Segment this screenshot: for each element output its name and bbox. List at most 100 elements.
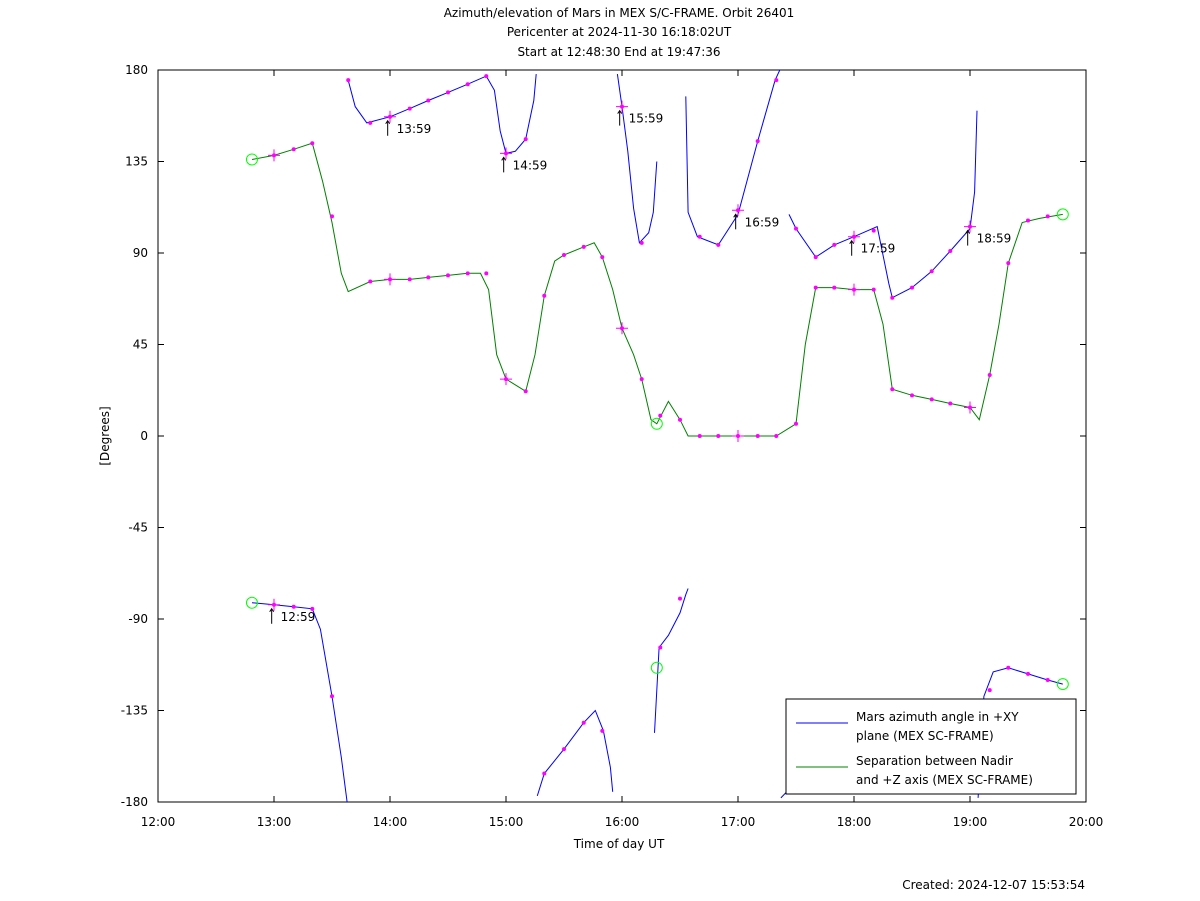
data-point-separation — [678, 417, 682, 422]
data-point-azimuth — [910, 285, 914, 290]
x-tick-label: 19:00 — [953, 815, 988, 829]
endpoint-marker-azimuth — [245, 596, 258, 609]
y-tick-label: 0 — [140, 429, 148, 443]
data-point-separation — [600, 255, 605, 260]
data-point-azimuth — [948, 248, 953, 253]
data-point-azimuth — [426, 98, 431, 103]
annotation-label: 16:59 — [745, 215, 780, 229]
series-line-azimuth — [654, 588, 689, 733]
series-line-azimuth — [616, 74, 658, 244]
annotation-label: 12:59 — [281, 610, 316, 624]
data-point-separation — [310, 141, 315, 146]
hour-marker-azimuth — [268, 598, 280, 611]
annotation-arrowhead — [269, 607, 275, 613]
chart-subtitle-pericenter: Pericenter at 2024-11-30 16:18:02UT — [507, 25, 732, 39]
data-point-separation — [755, 434, 760, 438]
x-tick-label: 12:00 — [141, 815, 176, 829]
data-point-separation — [1026, 218, 1030, 223]
data-point-azimuth — [542, 771, 547, 776]
data-point-azimuth — [1045, 678, 1050, 682]
data-point-azimuth — [890, 295, 895, 300]
data-point-separation — [1045, 214, 1050, 219]
data-point-azimuth — [697, 234, 702, 239]
data-point-separation — [890, 387, 895, 392]
data-point-separation — [446, 273, 450, 278]
data-point-separation — [948, 401, 953, 406]
hour-marker-separation — [732, 430, 744, 442]
hour-marker-separation — [268, 149, 280, 162]
data-point-azimuth — [774, 78, 779, 83]
y-tick-label: 180 — [125, 63, 148, 77]
hour-marker-separation — [964, 401, 976, 414]
hour-marker-separation — [384, 273, 396, 286]
series-line-azimuth — [536, 709, 614, 797]
y-tick-label: -90 — [128, 612, 148, 626]
annotation-arrowhead — [501, 156, 507, 161]
hour-marker-azimuth — [964, 220, 976, 233]
data-point-azimuth — [871, 228, 876, 233]
created-footer: Created: 2024-12-07 15:53:54 — [902, 878, 1085, 892]
annotation-label: 14:59 — [513, 158, 548, 172]
series-line-azimuth — [251, 602, 348, 802]
annotation-arrowhead — [385, 119, 391, 125]
endpoint-marker-azimuth — [1056, 678, 1069, 691]
y-tick-label: 135 — [125, 155, 148, 169]
data-point-azimuth — [678, 596, 682, 601]
data-point-azimuth — [658, 645, 663, 650]
data-point-azimuth — [639, 240, 644, 245]
hour-marker-separation — [500, 373, 512, 386]
data-point-separation — [697, 434, 702, 438]
data-point-azimuth — [346, 78, 351, 83]
data-point-azimuth — [813, 255, 818, 260]
hour-marker-separation — [616, 322, 628, 335]
data-point-azimuth — [310, 606, 315, 611]
x-tick-label: 13:00 — [257, 815, 292, 829]
legend-label-azimuth-line1: Mars azimuth angle in +XY — [856, 710, 1019, 724]
data-point-azimuth — [407, 106, 412, 111]
annotation-arrowhead — [617, 109, 623, 114]
data-point-azimuth — [794, 226, 798, 231]
chart-title: Azimuth/elevation of Mars in MEX S/C-FRA… — [444, 6, 795, 20]
data-point-azimuth — [755, 139, 760, 144]
x-axis: 12:00 13:00 14:00 15:00 16:00 17:00 18:00 19:00… — [141, 70, 1103, 829]
y-tick-label: 90 — [133, 246, 148, 260]
annotation-layer: 12:59 13:59 14:59 15:59 16:59 17:59 18:59 — [269, 109, 1011, 624]
data-point-azimuth — [600, 728, 605, 733]
data-point-separation — [291, 147, 296, 152]
series-line-separation — [251, 142, 1063, 437]
hour-marker-azimuth — [384, 110, 396, 123]
data-point-azimuth — [832, 242, 837, 247]
data-point-separation — [774, 434, 779, 438]
annotation-arrowhead — [849, 239, 855, 245]
data-point-azimuth — [523, 137, 528, 142]
data-point-separation — [1006, 261, 1011, 266]
data-point-separation — [910, 393, 914, 398]
x-tick-label: 16:00 — [605, 815, 640, 829]
x-tick-label: 15:00 — [489, 815, 524, 829]
hour-marker-separation — [848, 283, 860, 296]
series-line-azimuth — [685, 70, 781, 246]
data-point-separation — [581, 244, 586, 249]
legend-label-azimuth-line2: plane (MEX SC-FRAME) — [856, 729, 994, 743]
data-point-separation — [562, 253, 566, 258]
plot-area-frame — [157, 69, 1087, 803]
data-point-separation — [523, 389, 528, 394]
legend-label-separation-line1: Separation between Nadir — [856, 754, 1013, 768]
data-point-separation — [658, 413, 663, 418]
endpoint-marker-separation — [1056, 208, 1069, 221]
data-point-separation — [716, 434, 721, 438]
chart-subtitle-start-end: Start at 12:48:30 End at 19:47:36 — [517, 45, 720, 59]
data-point-separation — [832, 285, 837, 290]
data-point-azimuth — [484, 74, 489, 79]
x-tick-label: 14:00 — [373, 815, 408, 829]
data-point-azimuth — [330, 694, 334, 699]
y-tick-label: -45 — [128, 521, 148, 535]
data-point-separation — [639, 377, 644, 382]
data-point-separation — [929, 397, 934, 402]
x-tick-label: 18:00 — [837, 815, 872, 829]
data-point-separation — [794, 421, 798, 426]
data-point-separation — [368, 279, 373, 284]
legend-label-separation-line2: and +Z axis (MEX SC-FRAME) — [856, 773, 1033, 787]
annotation-label: 15:59 — [629, 112, 664, 126]
